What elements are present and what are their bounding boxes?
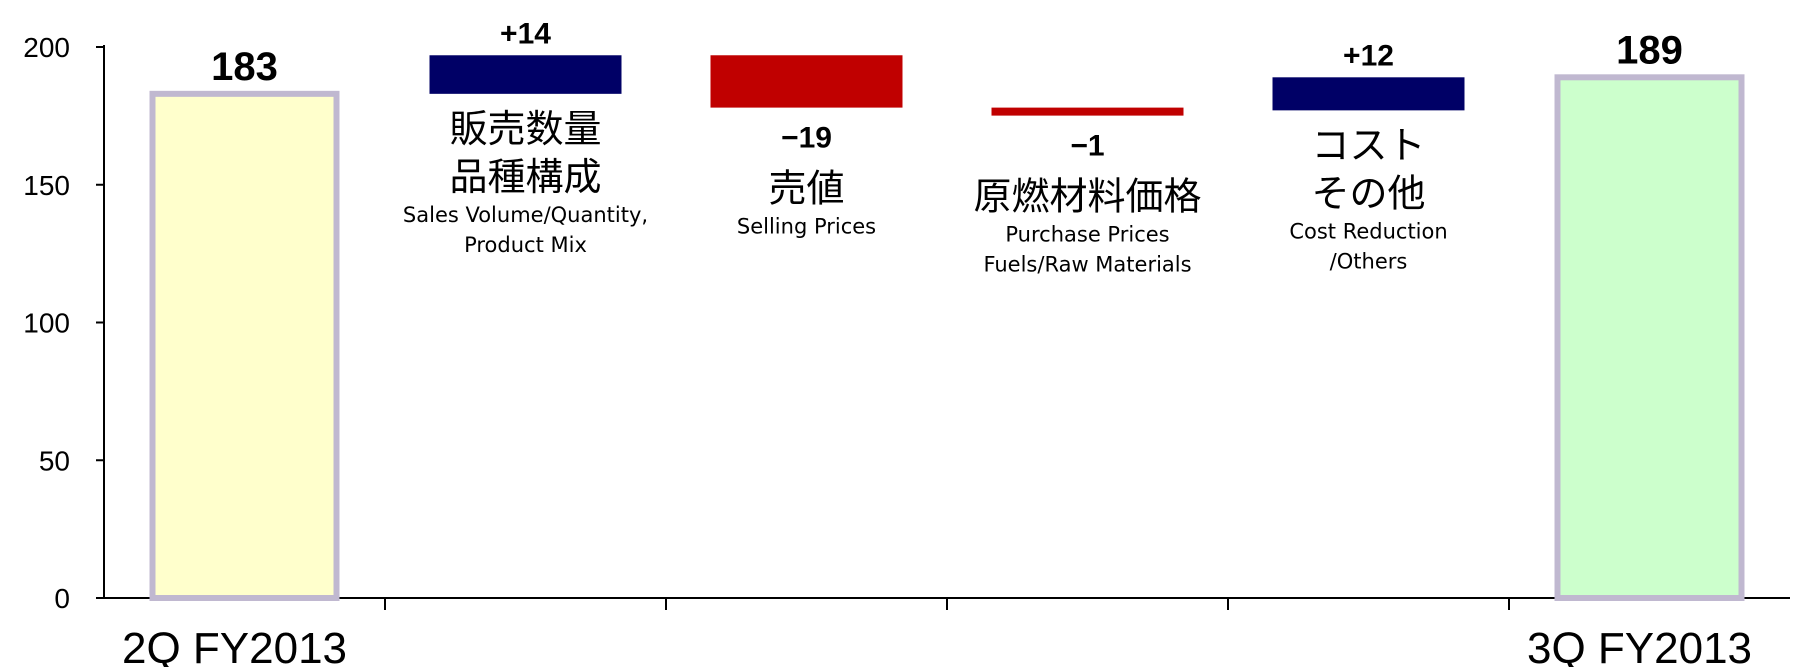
- total-bar: [1554, 74, 1745, 602]
- value-label: 183: [211, 45, 278, 89]
- delta-bar: [1272, 77, 1465, 111]
- value-label: −19: [781, 122, 832, 155]
- delta-bar: [991, 107, 1184, 116]
- step-label-en: Fuels/Raw Materials: [983, 253, 1191, 277]
- bars: [149, 55, 1745, 602]
- step-label-jp: その他: [1311, 171, 1425, 215]
- step-label-en: Selling Prices: [737, 215, 876, 239]
- value-label: +12: [1343, 39, 1394, 72]
- step-label-en: Purchase Prices: [1005, 223, 1169, 247]
- value-label: 189: [1616, 28, 1683, 72]
- step-label-en: /Others: [1330, 249, 1408, 273]
- delta-bar: [710, 55, 903, 108]
- step-label-jp: 売値: [768, 167, 844, 211]
- y-tick-label: 150: [23, 170, 70, 201]
- step-label-jp: 販売数量: [449, 107, 601, 151]
- y-tick-label: 100: [23, 308, 70, 339]
- value-label: −1: [1070, 130, 1104, 163]
- axes: 0 50 100 150 200: [23, 32, 1790, 614]
- step-label-en: Product Mix: [464, 233, 587, 257]
- step-label-en: Cost Reduction: [1289, 219, 1447, 243]
- step-label-en: Sales Volume/Quantity,: [403, 203, 648, 227]
- y-tick-label: 0: [54, 583, 70, 614]
- y-tick-label: 200: [23, 32, 70, 63]
- step-label-jp: 原燃材料価格: [973, 175, 1201, 219]
- y-tick-label: 50: [39, 445, 70, 476]
- delta-bar: [429, 55, 622, 94]
- total-bar: [149, 90, 340, 602]
- step-label-jp: 品種構成: [449, 155, 601, 199]
- step-label-jp: コスト: [1311, 123, 1425, 167]
- category-label: 2Q FY2013: [122, 624, 347, 667]
- value-label: +14: [500, 17, 551, 50]
- category-label: 3Q FY2013: [1527, 624, 1752, 667]
